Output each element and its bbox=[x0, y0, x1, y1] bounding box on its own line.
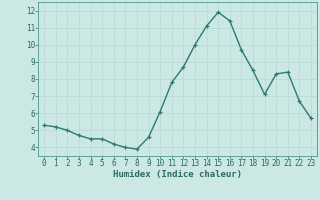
X-axis label: Humidex (Indice chaleur): Humidex (Indice chaleur) bbox=[113, 170, 242, 179]
